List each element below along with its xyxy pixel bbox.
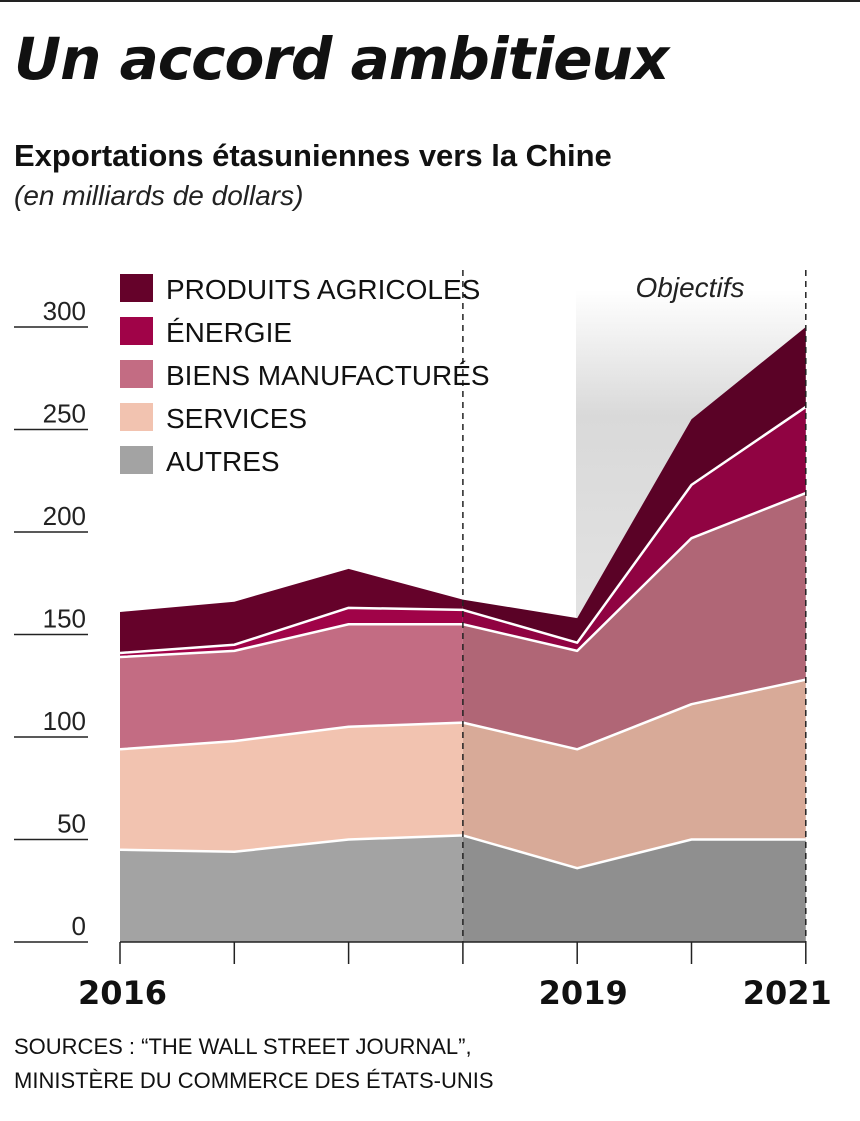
divider-line-energie bbox=[119, 405, 807, 655]
legend-item-energie: ÉNERGIE bbox=[120, 317, 292, 348]
divider-lines-layer bbox=[119, 270, 807, 942]
legend-label-biens-manufactures: BIENS MANUFACTURÉS bbox=[166, 360, 490, 391]
areas-layer bbox=[120, 327, 806, 942]
legend-swatch-services bbox=[120, 403, 153, 431]
area-produits-agricoles-target bbox=[462, 327, 806, 643]
y-tick-label-150: 150 bbox=[43, 604, 86, 634]
area-autres-target bbox=[462, 835, 806, 942]
target-annotation: Objectifs bbox=[636, 272, 745, 303]
y-tick-label-0: 0 bbox=[72, 911, 86, 941]
source-line-1: SOURCES : “THE WALL STREET JOURNAL”, bbox=[14, 1034, 472, 1059]
area-services-target bbox=[462, 679, 806, 869]
x-axis: 2016 2019 2021 bbox=[78, 941, 832, 1012]
y-axis: 0 50 100 150 200 250 300 bbox=[14, 296, 88, 943]
legend-item-biens-manufactures: BIENS MANUFACTURÉS bbox=[120, 360, 490, 391]
stacked-area-chart: 0 50 100 150 200 250 300 2016 2019 2021 PRODUITS… bbox=[14, 270, 832, 1012]
legend-swatch-produits-agricoles bbox=[120, 274, 153, 302]
legend-swatch-biens-manufactures bbox=[120, 360, 153, 388]
legend-item-services: SERVICES bbox=[120, 403, 307, 434]
x-tick-label-2021: 2021 bbox=[743, 974, 832, 1012]
legend-label-autres: AUTRES bbox=[166, 446, 280, 477]
area-biens-manufactures-historical bbox=[120, 624, 463, 750]
legend-label-produits-agricoles: PRODUITS AGRICOLES bbox=[166, 274, 480, 305]
y-tick-label-200: 200 bbox=[43, 501, 86, 531]
legend: PRODUITS AGRICOLES ÉNERGIE BIENS MANUFACTU… bbox=[120, 274, 490, 477]
area-energie-historical bbox=[120, 607, 463, 658]
area-produits-agricoles-historical bbox=[120, 568, 463, 653]
x-tick-label-2019: 2019 bbox=[539, 974, 628, 1012]
y-tick-label-100: 100 bbox=[43, 706, 86, 736]
source-line-2: MINISTÈRE DU COMMERCE DES ÉTATS-UNIS bbox=[14, 1068, 494, 1093]
area-biens-manufactures-target bbox=[462, 493, 806, 750]
x-tick-label-2016: 2016 bbox=[78, 974, 167, 1012]
area-services-historical bbox=[120, 722, 463, 852]
y-tick-label-50: 50 bbox=[57, 809, 86, 839]
legend-swatch-energie bbox=[120, 317, 153, 345]
chart-title: Un accord ambitieux bbox=[14, 25, 669, 93]
area-autres-historical bbox=[120, 835, 463, 942]
unit-label: (en milliards de dollars) bbox=[14, 180, 304, 211]
legend-label-services: SERVICES bbox=[166, 403, 307, 434]
legend-swatch-autres bbox=[120, 446, 153, 474]
chart-subtitle: Exportations étasuniennes vers la Chine bbox=[14, 138, 612, 173]
y-tick-label-300: 300 bbox=[43, 296, 86, 326]
area-energie-target bbox=[462, 406, 806, 651]
legend-label-energie: ÉNERGIE bbox=[166, 317, 292, 348]
legend-item-autres: AUTRES bbox=[120, 446, 280, 477]
sources-note: SOURCES : “THE WALL STREET JOURNAL”, MIN… bbox=[14, 1030, 494, 1098]
top-rule bbox=[0, 0, 860, 2]
legend-item-produits-agricoles: PRODUITS AGRICOLES bbox=[120, 274, 480, 305]
y-tick-label-250: 250 bbox=[43, 399, 86, 429]
